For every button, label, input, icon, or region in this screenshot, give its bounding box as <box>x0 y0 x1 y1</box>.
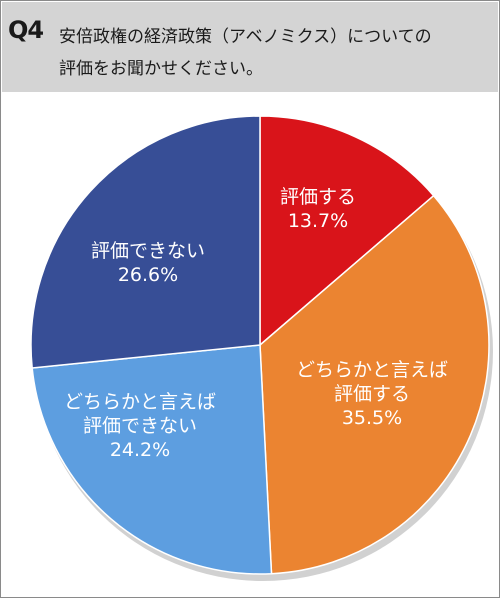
slice-value-label: 26.6% <box>118 264 178 286</box>
slice-category-label: 評価できない <box>83 415 197 437</box>
slice-category-label: 評価する <box>280 186 356 208</box>
slice-category-label: 評価する <box>334 383 410 405</box>
pie-slice-3 <box>31 344 273 575</box>
question-number: Q4 <box>8 16 44 44</box>
slice-value-label: 13.7% <box>288 210 348 232</box>
question-header: Q4 安倍政権の経済政策（アベノミクス）についての 評価をお聞かせください。 <box>2 2 498 92</box>
slice-value-label: 35.5% <box>342 407 402 429</box>
question-text-line-2: 評価をお聞かせください。 <box>59 59 263 79</box>
slice-label-3: どちらかと言えば評価できない 24.2% <box>64 391 216 461</box>
slice-category-label: どちらかと言えば <box>64 391 216 413</box>
slice-category-label: 評価できない <box>91 240 205 262</box>
slice-value-label: 24.2% <box>110 439 170 461</box>
pie-slice-4 <box>30 115 261 369</box>
question-text-line-1: 安倍政権の経済政策（アベノミクス）についての <box>59 27 432 47</box>
slice-category-label: どちらかと言えば <box>296 359 448 381</box>
pie-slice-1 <box>259 115 435 347</box>
slice-label-1: 評価する 13.7% <box>280 186 356 232</box>
slice-label-4: 評価できない 26.6% <box>91 240 205 286</box>
pie-slice-2 <box>259 194 490 575</box>
slice-label-2: どちらかと言えば評価する 35.5% <box>296 359 448 429</box>
